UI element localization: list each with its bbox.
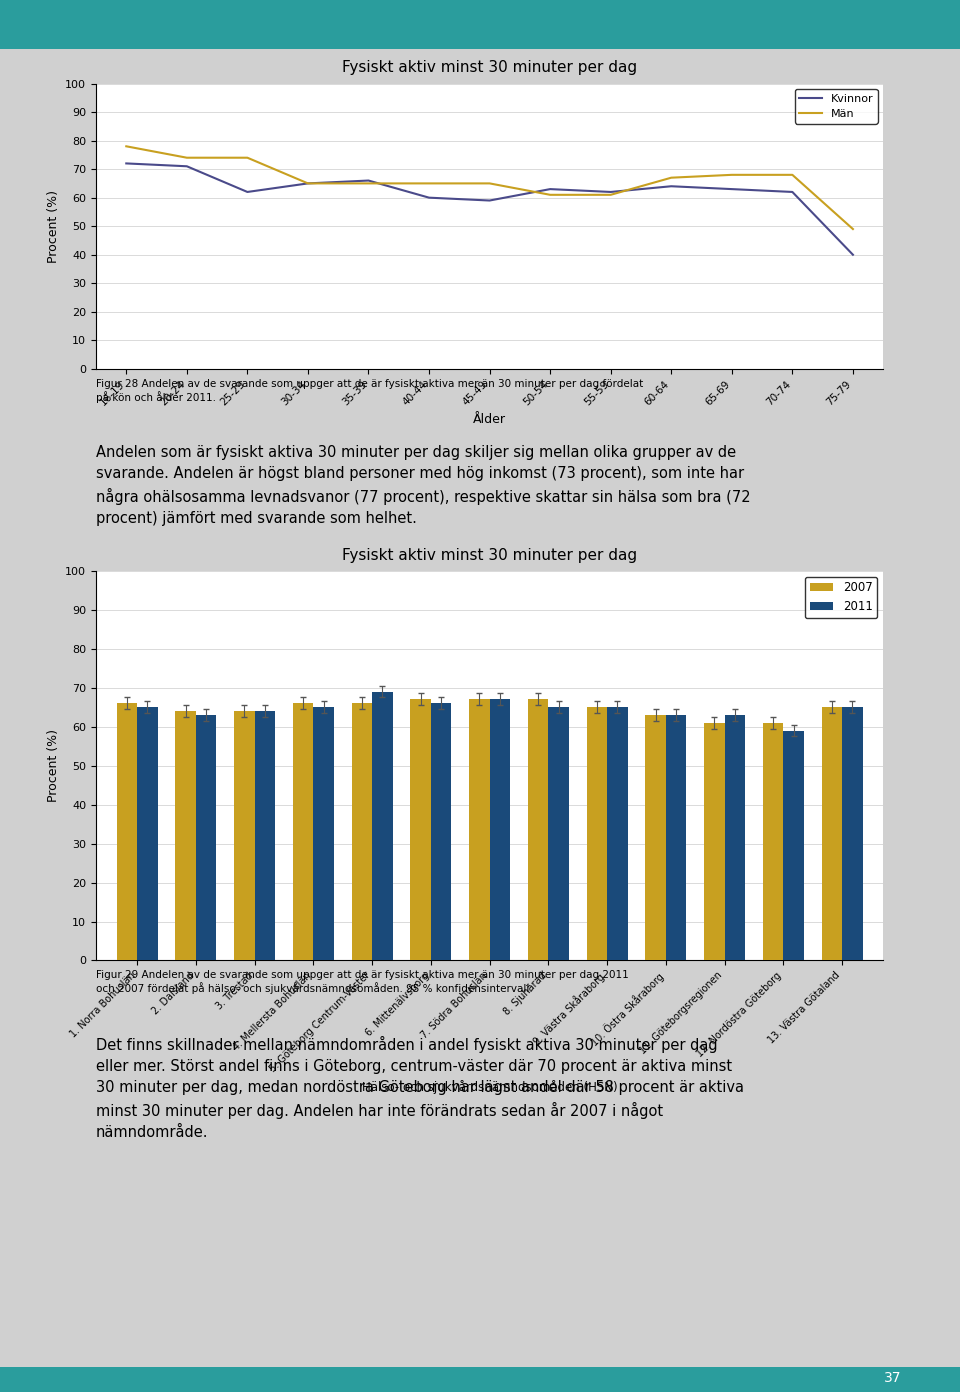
Title: Fysiskt aktiv minst 30 minuter per dag: Fysiskt aktiv minst 30 minuter per dag [342,547,637,562]
Bar [666,715,686,960]
Bar [704,722,725,960]
Bar [431,703,451,960]
Bar [763,722,783,960]
Text: Andelen som är fysiskt aktiva 30 minuter per dag skiljer sig mellan olika gruppe: Andelen som är fysiskt aktiva 30 minuter… [96,445,751,526]
Y-axis label: Procent (%): Procent (%) [47,729,60,802]
Bar [176,711,196,960]
Bar [234,711,254,960]
Legend: Kvinnor, Män: Kvinnor, Män [795,89,877,124]
Y-axis label: Procent (%): Procent (%) [47,189,60,263]
Bar [842,707,863,960]
Text: Det finns skillnader mellan nämndområden i andel fysiskt aktiva 30 minuter per d: Det finns skillnader mellan nämndområden… [96,1036,744,1140]
Bar [607,707,628,960]
Bar [293,703,313,960]
X-axis label: Ålder: Ålder [473,412,506,426]
Bar [528,699,548,960]
Text: 37: 37 [884,1371,901,1385]
X-axis label: Hälso- och sjukvårdsnämndsomåden (HSN): Hälso- och sjukvårdsnämndsomåden (HSN) [362,1080,617,1094]
Bar [469,699,490,960]
Bar [351,703,372,960]
Bar [645,715,666,960]
Bar [313,707,334,960]
Bar [587,707,607,960]
Bar [254,711,276,960]
Bar [0,1367,960,1392]
Title: Fysiskt aktiv minst 30 minuter per dag: Fysiskt aktiv minst 30 minuter per dag [342,60,637,75]
Bar [410,699,431,960]
Bar [137,707,157,960]
Bar [822,707,842,960]
Bar [725,715,745,960]
Bar [490,699,510,960]
Legend: 2007, 2011: 2007, 2011 [804,576,877,618]
Text: Figur 28 Andelen av de svarande som uppger att de är fysiskt aktiva mer än 30 mi: Figur 28 Andelen av de svarande som uppg… [96,379,643,402]
Bar [548,707,569,960]
Text: Figur 29 Andelen av de svarande som uppger att de är fysiskt aktiva mer än 30 mi: Figur 29 Andelen av de svarande som uppg… [96,970,629,994]
Bar [372,692,393,960]
Bar [783,731,804,960]
Bar [116,703,137,960]
Bar [0,0,960,49]
Bar [196,715,216,960]
